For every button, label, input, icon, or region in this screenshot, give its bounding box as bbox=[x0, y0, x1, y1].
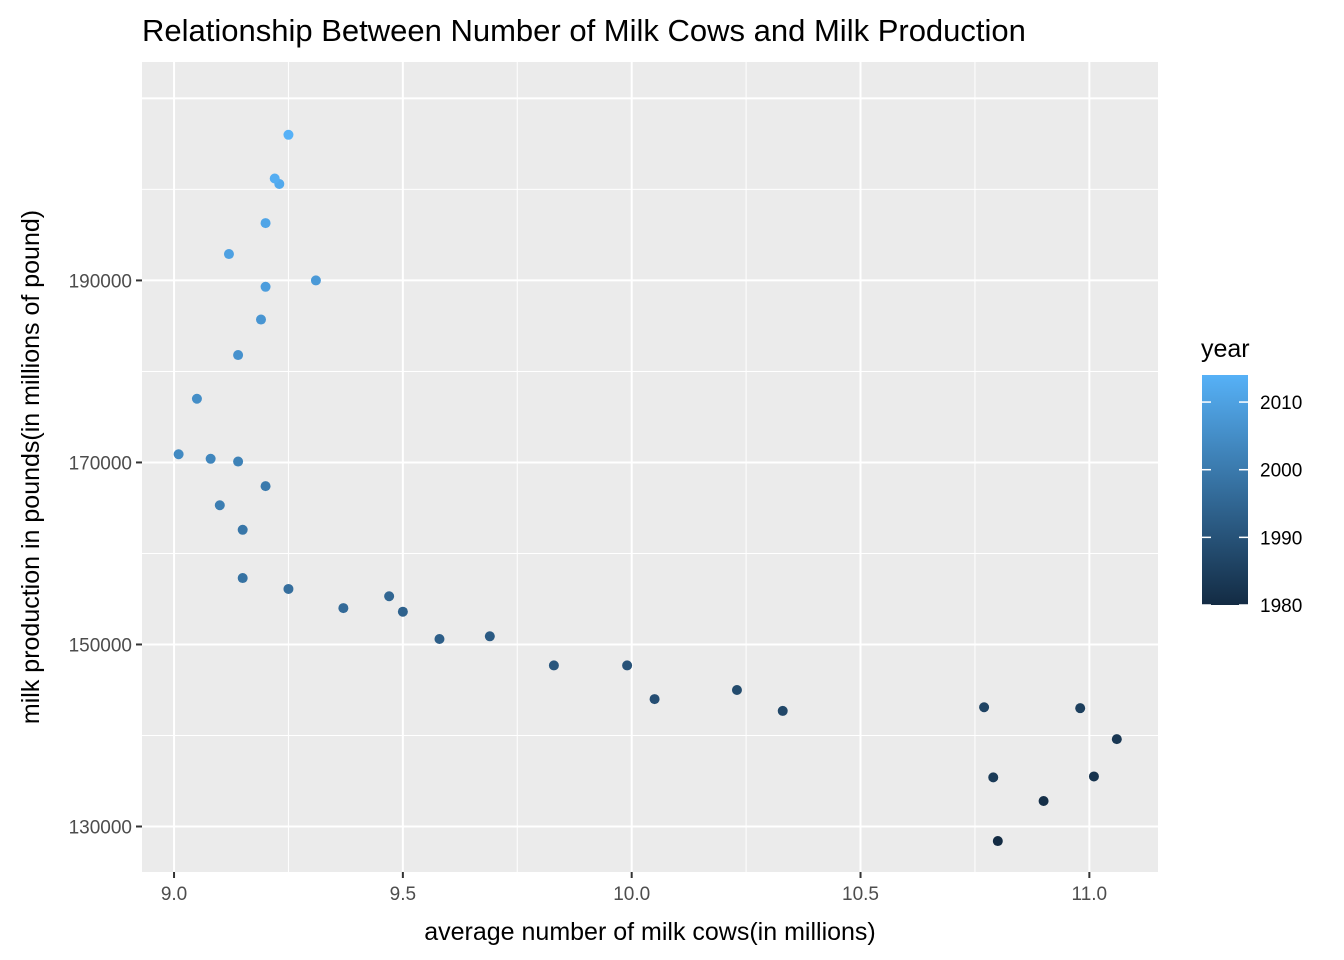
data-point bbox=[191, 393, 202, 404]
data-point bbox=[979, 702, 990, 713]
data-point bbox=[338, 603, 349, 614]
data-point bbox=[205, 453, 216, 464]
data-point bbox=[269, 173, 280, 184]
legend-tick-label: 1990 bbox=[1260, 528, 1302, 549]
x-axis: 9.0 9.5 10.0 10.5 11.0 bbox=[161, 872, 1107, 905]
legend-tick-label: 2010 bbox=[1260, 393, 1302, 414]
data-point bbox=[992, 836, 1003, 847]
data-point bbox=[260, 481, 271, 492]
data-point bbox=[233, 350, 244, 361]
data-point bbox=[1038, 796, 1049, 807]
data-point bbox=[731, 684, 742, 695]
y-axis: 130000 150000 170000 190000 bbox=[69, 271, 142, 838]
colorbar bbox=[1202, 375, 1248, 605]
legend-tick-label: 2000 bbox=[1260, 461, 1302, 482]
data-point bbox=[310, 275, 321, 286]
x-tick-label: 11.0 bbox=[1072, 884, 1108, 905]
data-point bbox=[283, 583, 294, 594]
x-tick-label: 9.5 bbox=[390, 884, 416, 905]
y-tick-label: 190000 bbox=[69, 271, 132, 292]
data-point bbox=[988, 772, 999, 783]
legend-tick-label: 1980 bbox=[1260, 596, 1302, 617]
x-tick-label: 10.0 bbox=[613, 884, 650, 905]
data-point bbox=[233, 456, 244, 467]
data-point bbox=[397, 606, 408, 617]
data-point bbox=[622, 660, 633, 671]
data-point bbox=[548, 660, 559, 671]
data-point bbox=[384, 591, 395, 602]
data-point bbox=[214, 500, 225, 511]
y-tick-label: 170000 bbox=[69, 453, 132, 474]
color-legend: year 1980 1990 2000 2010 bbox=[1201, 335, 1302, 617]
plot-panel bbox=[142, 62, 1158, 872]
data-point bbox=[237, 524, 248, 535]
minor-gridlines bbox=[142, 62, 1158, 872]
data-point bbox=[283, 129, 294, 140]
data-point bbox=[237, 573, 248, 584]
data-point bbox=[649, 694, 660, 705]
data-point bbox=[260, 281, 271, 292]
x-axis-title: average number of milk cows(in millions) bbox=[424, 918, 876, 946]
y-tick-label: 150000 bbox=[69, 635, 132, 656]
y-axis-title: milk production in pounds(in millions of… bbox=[17, 210, 45, 724]
y-tick-label: 130000 bbox=[69, 817, 132, 838]
data-point bbox=[1111, 734, 1122, 745]
data-point bbox=[484, 631, 495, 642]
legend-title: year bbox=[1201, 335, 1250, 363]
x-tick-label: 9.0 bbox=[161, 884, 187, 905]
data-points bbox=[173, 129, 1122, 847]
data-point bbox=[1088, 771, 1099, 782]
data-point bbox=[255, 314, 266, 325]
data-point bbox=[173, 449, 184, 460]
x-tick-label: 10.5 bbox=[842, 884, 879, 905]
data-point bbox=[777, 705, 788, 716]
data-point bbox=[260, 218, 271, 229]
chart-title: Relationship Between Number of Milk Cows… bbox=[142, 13, 1026, 48]
data-point bbox=[1075, 703, 1086, 714]
legend-ticks: 1980 1990 2000 2010 bbox=[1202, 393, 1302, 617]
major-gridlines bbox=[142, 62, 1158, 872]
data-point bbox=[223, 249, 234, 260]
data-point bbox=[434, 634, 445, 645]
